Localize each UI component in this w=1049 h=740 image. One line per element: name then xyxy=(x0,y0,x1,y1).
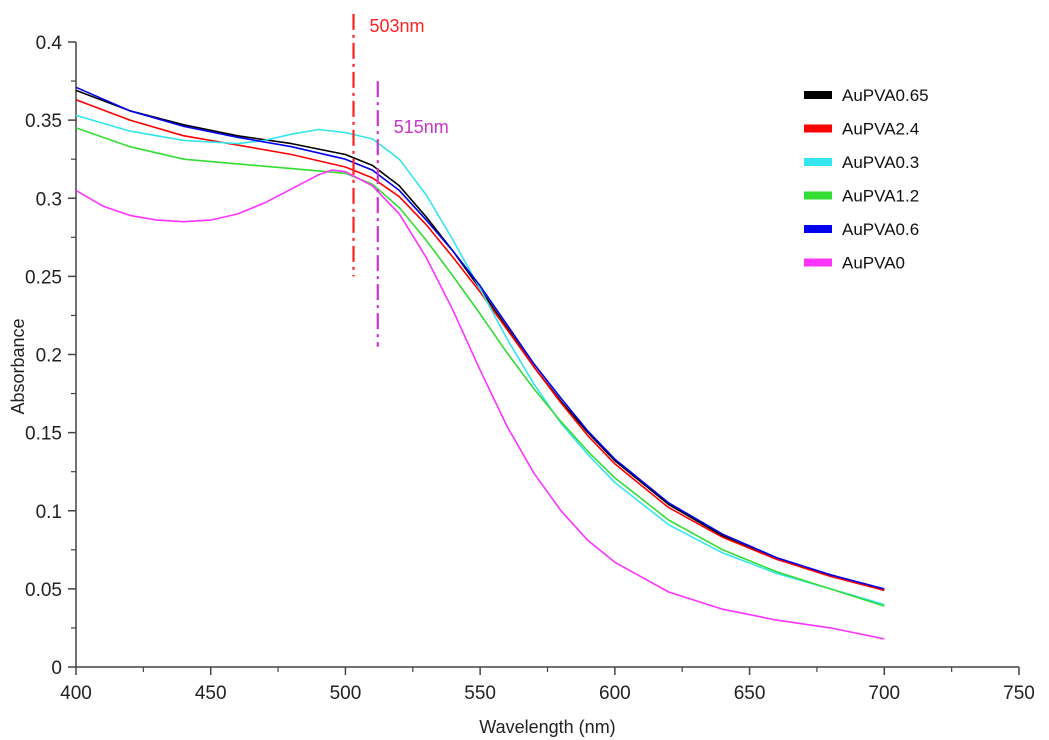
series-line-aupva0-3 xyxy=(75,114,885,606)
y-tick-label: 0.35 xyxy=(25,111,62,132)
annotation-layer: 503nm 515nm xyxy=(352,13,449,347)
y-tick-label: 0.1 xyxy=(36,502,62,523)
annotation-label: 515nm xyxy=(394,117,449,137)
x-tick-label: 650 xyxy=(734,683,766,704)
legend-label: AuPVA0.3 xyxy=(842,153,919,172)
y-tick-label: 0.05 xyxy=(25,580,62,601)
legend: AuPVA0.65 AuPVA2.4 AuPVA0.3 AuPVA1.2 AuPVA0.… xyxy=(804,86,929,273)
series-line-aupva0 xyxy=(75,169,885,640)
x-tick-label: 500 xyxy=(330,683,362,704)
series-line-aupva0-6 xyxy=(75,86,885,590)
y-tick-label: 0.15 xyxy=(25,424,62,445)
x-axis-ticks: 400 450 500 550 600 650 700 750 xyxy=(60,667,1035,704)
series-line-aupva2-4 xyxy=(75,99,885,592)
series-line-aupva1-2 xyxy=(75,127,885,607)
x-tick-label: 450 xyxy=(195,683,227,704)
y-axis-title: Absorbance xyxy=(8,318,28,414)
y-tick-label: 0.3 xyxy=(36,189,62,210)
annotation-label: 503nm xyxy=(370,16,425,36)
y-tick-label: 0 xyxy=(51,658,62,679)
x-tick-label: 700 xyxy=(868,683,900,704)
legend-label: AuPVA0 xyxy=(842,254,905,273)
legend-label: AuPVA0.65 xyxy=(842,86,929,105)
y-tick-label: 0.2 xyxy=(36,346,62,367)
y-tick-label: 0.25 xyxy=(25,267,62,288)
legend-label: AuPVA0.6 xyxy=(842,220,919,239)
legend-label: AuPVA2.4 xyxy=(842,120,919,139)
x-axis-title: Wavelength (nm) xyxy=(479,717,615,737)
legend-label: AuPVA1.2 xyxy=(842,187,919,206)
y-tick-label: 0.4 xyxy=(36,33,63,54)
series-layer xyxy=(75,86,885,640)
x-tick-label: 750 xyxy=(1003,683,1035,704)
x-tick-label: 550 xyxy=(464,683,496,704)
y-axis-ticks: 0 0.05 0.1 0.15 0.2 0.25 0.3 0.35 0.4 xyxy=(25,33,76,679)
x-tick-label: 400 xyxy=(60,683,92,704)
plot-area: 400 450 500 550 600 650 700 750 0 0.05 0.1 0.15 0.2… xyxy=(25,13,1035,704)
series-line-aupva0-65 xyxy=(75,89,885,592)
x-tick-label: 600 xyxy=(599,683,631,704)
